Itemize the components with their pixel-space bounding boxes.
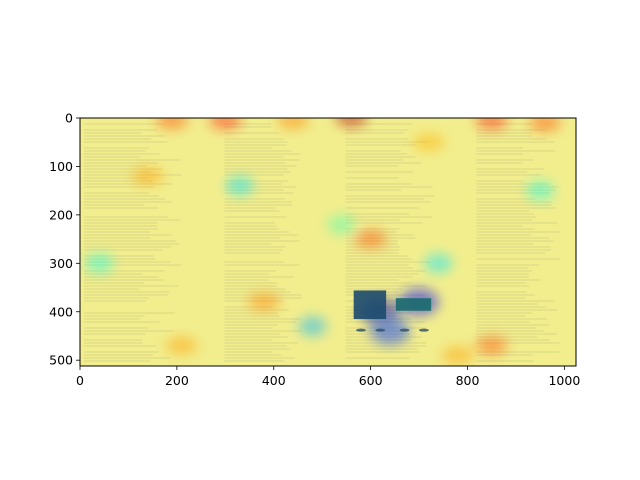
heatmap-hotspot — [529, 118, 561, 132]
x-tick-label: 800 — [456, 373, 480, 388]
heatmap-hotspot — [156, 118, 189, 130]
y-tick-label: 100 — [49, 159, 73, 174]
x-tick-label: 400 — [262, 373, 286, 388]
heatmap-coldspot — [370, 317, 410, 346]
x-tick-label: 1000 — [548, 373, 580, 388]
heatmap-hotspot — [209, 118, 242, 130]
heatmap-base — [80, 118, 576, 366]
heatmap-hotspot — [354, 230, 387, 249]
heatmap-coldspot — [85, 253, 114, 274]
heatmap-hotspot — [412, 133, 445, 152]
x-tick-label: 200 — [165, 373, 189, 388]
heatmap-hotspot — [441, 346, 474, 365]
heatmap-coldspot — [526, 180, 555, 201]
plot-area — [80, 118, 576, 366]
x-tick-label: 0 — [76, 373, 84, 388]
heatmap-hotspot — [248, 293, 281, 312]
axes-frame — [79, 117, 577, 367]
y-tick-label: 0 — [65, 111, 73, 126]
heatmap-hotspot — [165, 336, 198, 355]
heatmap-hotspot — [277, 118, 310, 130]
document-figures — [353, 290, 432, 332]
heatmap-hotspot — [131, 167, 164, 186]
heatmap-hotspot — [475, 336, 508, 355]
heatmap-coldspot — [424, 253, 453, 274]
scan-figure-mark — [355, 328, 366, 332]
scan-figure-block — [353, 290, 387, 320]
heatmap-coldspot — [327, 214, 356, 235]
y-tick-label: 300 — [49, 256, 73, 271]
heatmap-coldspot — [298, 316, 327, 337]
y-tick-label: 500 — [49, 353, 73, 368]
scan-figure-mark — [375, 328, 386, 332]
scan-figure-mark — [418, 328, 429, 332]
attention-overlay — [85, 118, 561, 365]
heatmap-hotspot — [335, 118, 368, 127]
heatmap-coldspot — [225, 175, 254, 196]
y-tick-label: 400 — [49, 304, 73, 319]
y-axis: 0 100 200 300 400 500 — [49, 111, 80, 368]
x-axis: 0 200 400 600 800 1000 — [76, 366, 580, 388]
y-tick-label: 200 — [49, 207, 73, 222]
scan-figure-block — [395, 298, 432, 311]
heatmap-hotspot — [475, 118, 508, 130]
scan-figure-mark — [399, 328, 410, 332]
x-tick-label: 600 — [359, 373, 383, 388]
